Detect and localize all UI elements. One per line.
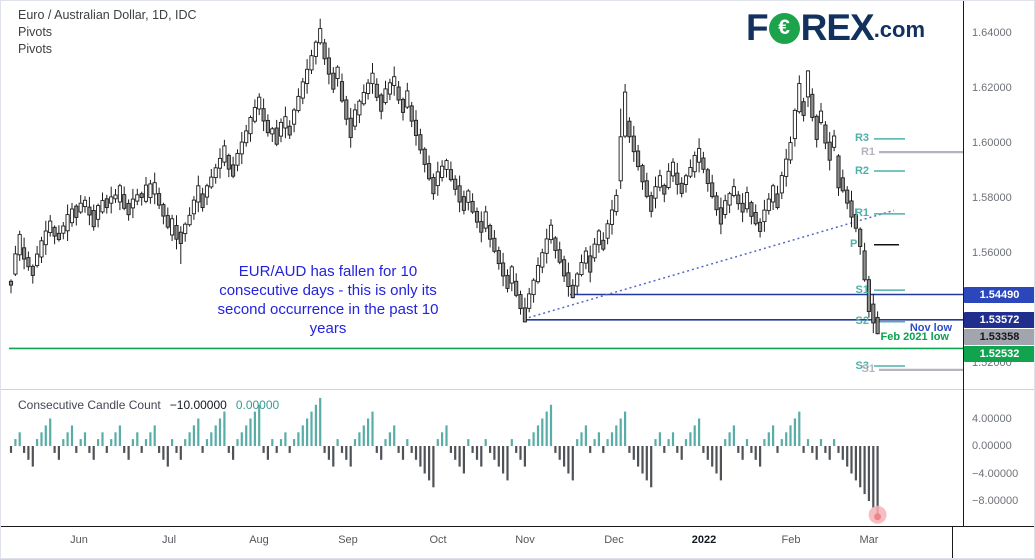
price-badge-1.53572: 1.53572 [964, 311, 1034, 328]
time-label-Feb: Feb [781, 534, 801, 546]
price-tick-1.62000: 1.62000 [972, 82, 1012, 94]
panel-separator[interactable] [1, 389, 1034, 390]
indicator-legend[interactable]: Consecutive Candle Count −10.00000 0.000… [18, 398, 279, 412]
price-axis-border [963, 1, 964, 526]
pivot-label-r2: R2 [854, 164, 869, 177]
indicator-pivots-1[interactable]: Pivots [18, 25, 53, 39]
indicator-tick-4: 4.00000 [972, 412, 1012, 425]
indicator-tick--8: −8.00000 [972, 495, 1019, 507]
time-label-2022: 2022 [691, 534, 717, 546]
nov-low-label: Nov low [909, 322, 952, 335]
pivot-label-r1: R1 [854, 207, 869, 220]
time-axis-border [1, 526, 1034, 527]
logo-letters-rex: REX [800, 7, 875, 48]
pivot-label-s1: S1 [855, 283, 869, 296]
time-label-Dec: Dec [604, 534, 624, 546]
time-axis-corner-border [952, 527, 953, 558]
main-price-chart[interactable] [1, 1, 964, 390]
time-label-Oct: Oct [429, 534, 447, 546]
time-label-Aug: Aug [249, 534, 269, 546]
pivot-label-r1: R1 [860, 145, 875, 158]
analyst-annotation: EUR/AUD has fallen for 10 consecutive da… [163, 262, 493, 338]
chart-legend: Euro / Australian Dollar, 1D, IDC Pivots… [18, 7, 197, 58]
price-tick-1.64000: 1.64000 [972, 27, 1012, 39]
time-label-Jul: Jul [161, 534, 177, 546]
annotation-line-3: second occurrence in the past 10 [217, 301, 439, 318]
price-badge-1.54490: 1.54490 [964, 286, 1034, 303]
pivot-label-p: P [850, 237, 858, 250]
pivot-label-s3: S3 [855, 359, 869, 372]
logo-letter-f: F [746, 7, 769, 48]
indicator-tick--4: −4.00000 [972, 467, 1019, 480]
indicator-tick-0: 0.00000 [972, 440, 1012, 452]
indicator-panel-chart[interactable] [1, 390, 964, 526]
price-badge-1.53358: 1.53358 [964, 328, 1034, 345]
price-badge-1.52532: 1.52532 [964, 345, 1034, 362]
logo-euro-icon: € [768, 12, 800, 44]
price-tick-1.58000: 1.58000 [972, 192, 1012, 204]
feb-2021-low-label: Feb 2021 low [880, 330, 949, 343]
time-label-Sep: Sep [338, 534, 358, 546]
time-label-Jun: Jun [70, 534, 88, 546]
pivot-label-s1: S1 [861, 363, 875, 376]
time-label-Mar: Mar [859, 534, 879, 546]
pivot-label-r3: R3 [854, 132, 869, 145]
price-tick-1.60000: 1.60000 [972, 137, 1012, 149]
indicator-value-current: −10.00000 [169, 398, 227, 412]
indicator-pivots-2[interactable]: Pivots [18, 42, 53, 56]
logo-dotcom: .com [873, 17, 926, 42]
symbol-title[interactable]: Euro / Australian Dollar, 1D, IDC [18, 8, 197, 22]
indicator-value-zero: 0.00000 [235, 398, 280, 412]
time-label-Nov: Nov [515, 534, 535, 546]
annotation-line-1: EUR/AUD has fallen for 10 [238, 263, 418, 280]
pivot-label-s2: S2 [855, 315, 869, 328]
indicator-name: Consecutive Candle Count [18, 398, 161, 412]
forex-com-logo: F € REX .com [746, 7, 926, 48]
annotation-line-2: consecutive days - this is only its [219, 282, 437, 299]
annotation-line-4: years [309, 320, 347, 337]
price-tick-1.56000: 1.56000 [972, 247, 1012, 259]
